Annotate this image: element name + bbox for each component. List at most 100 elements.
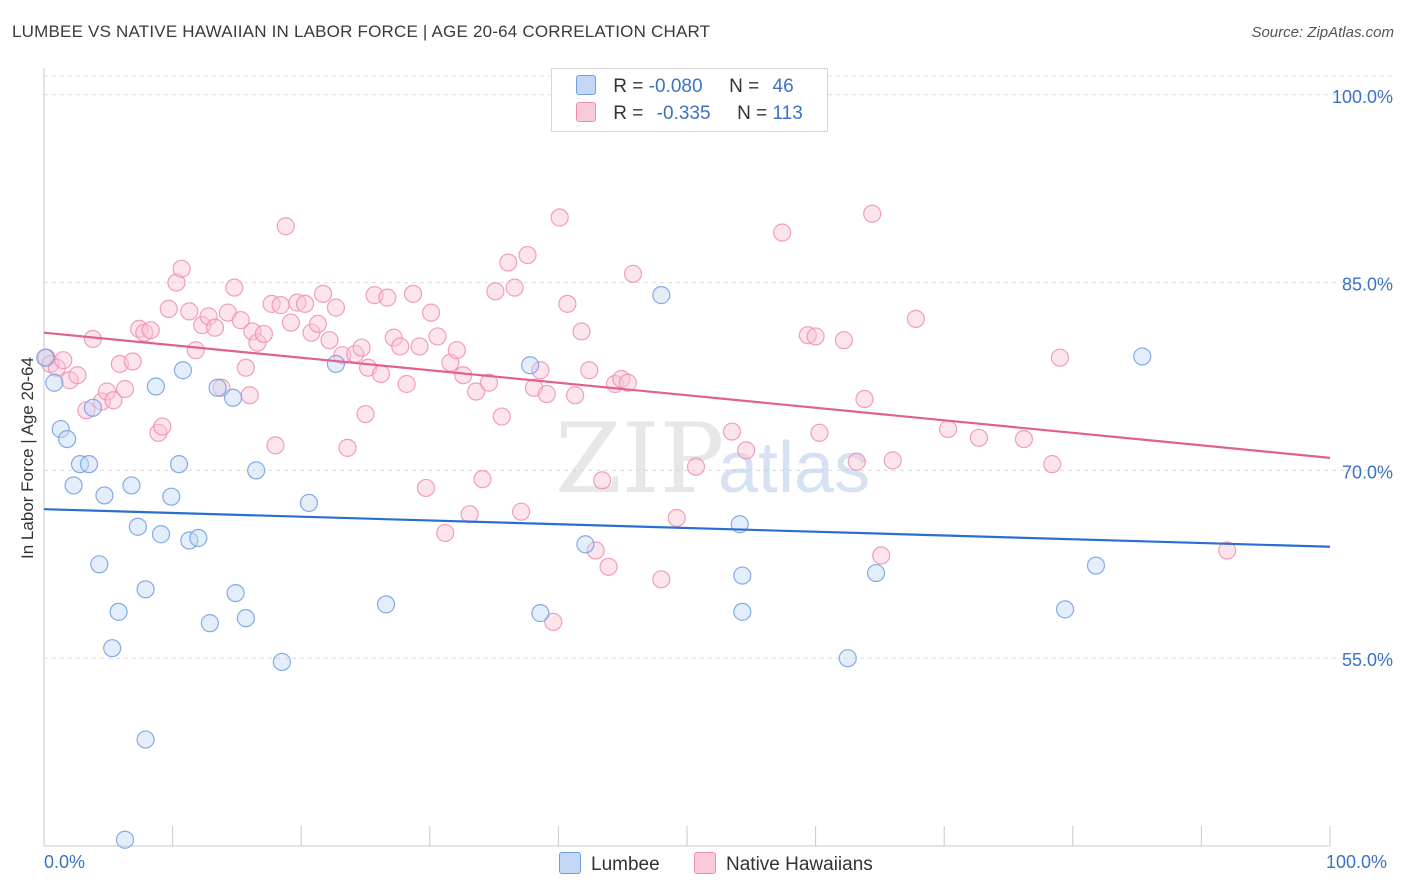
data-point xyxy=(623,264,643,283)
watermark-zip: ZIP xyxy=(555,403,724,515)
data-point xyxy=(558,294,577,313)
data-point xyxy=(566,386,585,405)
data-point xyxy=(54,351,73,370)
n-label: N = xyxy=(737,103,768,124)
data-point xyxy=(492,407,511,426)
data-point xyxy=(810,423,829,442)
data-point xyxy=(169,455,189,474)
data-point xyxy=(208,378,227,397)
data-point xyxy=(146,377,165,396)
data-point xyxy=(1055,600,1075,619)
data-point xyxy=(58,429,77,449)
data-point xyxy=(410,337,429,356)
data-point xyxy=(863,204,882,223)
data-point xyxy=(272,652,292,672)
data-point xyxy=(313,284,333,303)
data-point xyxy=(550,208,569,227)
data-point xyxy=(397,374,416,394)
data-point xyxy=(773,223,792,242)
data-point xyxy=(371,364,391,384)
data-point xyxy=(236,609,256,628)
data-point xyxy=(466,382,486,401)
legend-label-lumbee: Lumbee xyxy=(591,854,660,875)
data-point xyxy=(200,614,219,633)
y-axis-label: In Labor Force | Age 20-64 xyxy=(18,357,37,559)
data-point xyxy=(593,471,612,490)
data-point xyxy=(667,508,686,528)
data-point xyxy=(226,583,245,603)
data-point xyxy=(172,259,191,278)
data-point xyxy=(512,502,531,521)
data-point xyxy=(421,303,441,322)
data-point xyxy=(938,419,958,439)
data-point xyxy=(537,384,556,404)
data-point xyxy=(320,331,339,350)
data-point xyxy=(167,273,186,292)
data-point xyxy=(45,373,64,392)
data-point xyxy=(136,730,155,749)
data-point xyxy=(580,361,599,380)
data-point xyxy=(212,378,231,397)
data-point xyxy=(189,528,208,548)
data-point xyxy=(855,389,874,409)
data-point xyxy=(479,373,499,392)
data-point xyxy=(225,278,244,297)
data-point xyxy=(205,318,225,337)
data-point xyxy=(1218,541,1237,560)
legend-row-lumbee: R = -0.080 N = 46 xyxy=(576,75,794,99)
x-tick-min: 0.0% xyxy=(44,852,86,872)
data-point xyxy=(1014,429,1034,449)
r-label: R = xyxy=(613,76,644,97)
data-point xyxy=(872,546,891,565)
legend-row-hawaiian: R = -0.335 N = 113 xyxy=(576,102,803,126)
legend-item-lumbee: Lumbee xyxy=(559,852,660,876)
data-point xyxy=(473,470,492,489)
y-tick-labels: 55.0% 70.0% 85.0% 100.0% xyxy=(1332,87,1393,670)
data-point xyxy=(326,298,346,317)
data-point xyxy=(159,299,178,318)
hawaiian-swatch xyxy=(576,102,596,122)
data-point xyxy=(505,278,524,297)
data-point xyxy=(47,358,66,377)
data-point xyxy=(1043,455,1062,474)
data-point xyxy=(391,337,410,356)
data-point xyxy=(223,388,243,407)
data-point xyxy=(136,580,155,599)
data-point xyxy=(271,296,290,315)
data-point xyxy=(240,386,259,405)
data-point xyxy=(173,361,192,380)
data-point xyxy=(199,307,218,326)
data-point xyxy=(247,461,266,480)
data-point xyxy=(486,282,505,301)
n-label: N = xyxy=(729,76,760,97)
r-value: -0.080 xyxy=(648,76,703,97)
data-point xyxy=(376,595,396,614)
n-value: 46 xyxy=(772,76,794,97)
data-point xyxy=(834,331,853,350)
chart-title: LUMBEE VS NATIVE HAWAIIAN IN LABOR FORCE… xyxy=(12,22,711,41)
data-point xyxy=(847,452,866,471)
data-point xyxy=(151,525,171,544)
hawaiian-swatch xyxy=(694,852,716,874)
data-point xyxy=(838,649,857,668)
watermark-atlas: atlas xyxy=(718,428,870,508)
y-tick-label: 55.0% xyxy=(1342,650,1393,670)
data-point xyxy=(798,326,817,345)
data-point xyxy=(531,604,550,623)
data-point xyxy=(576,535,595,554)
data-point xyxy=(109,602,128,621)
data-point xyxy=(686,457,706,476)
source-credit: Source: ZipAtlas.com xyxy=(1251,24,1394,41)
data-point xyxy=(378,288,397,307)
data-point xyxy=(737,441,756,460)
data-point xyxy=(236,358,256,377)
data-point xyxy=(103,639,122,658)
data-point xyxy=(162,487,181,506)
data-point xyxy=(243,322,262,341)
r-value: -0.335 xyxy=(656,103,711,124)
data-point xyxy=(572,322,591,341)
data-point xyxy=(521,356,540,375)
data-point xyxy=(180,302,199,321)
data-point xyxy=(806,327,825,346)
data-point xyxy=(518,245,537,265)
